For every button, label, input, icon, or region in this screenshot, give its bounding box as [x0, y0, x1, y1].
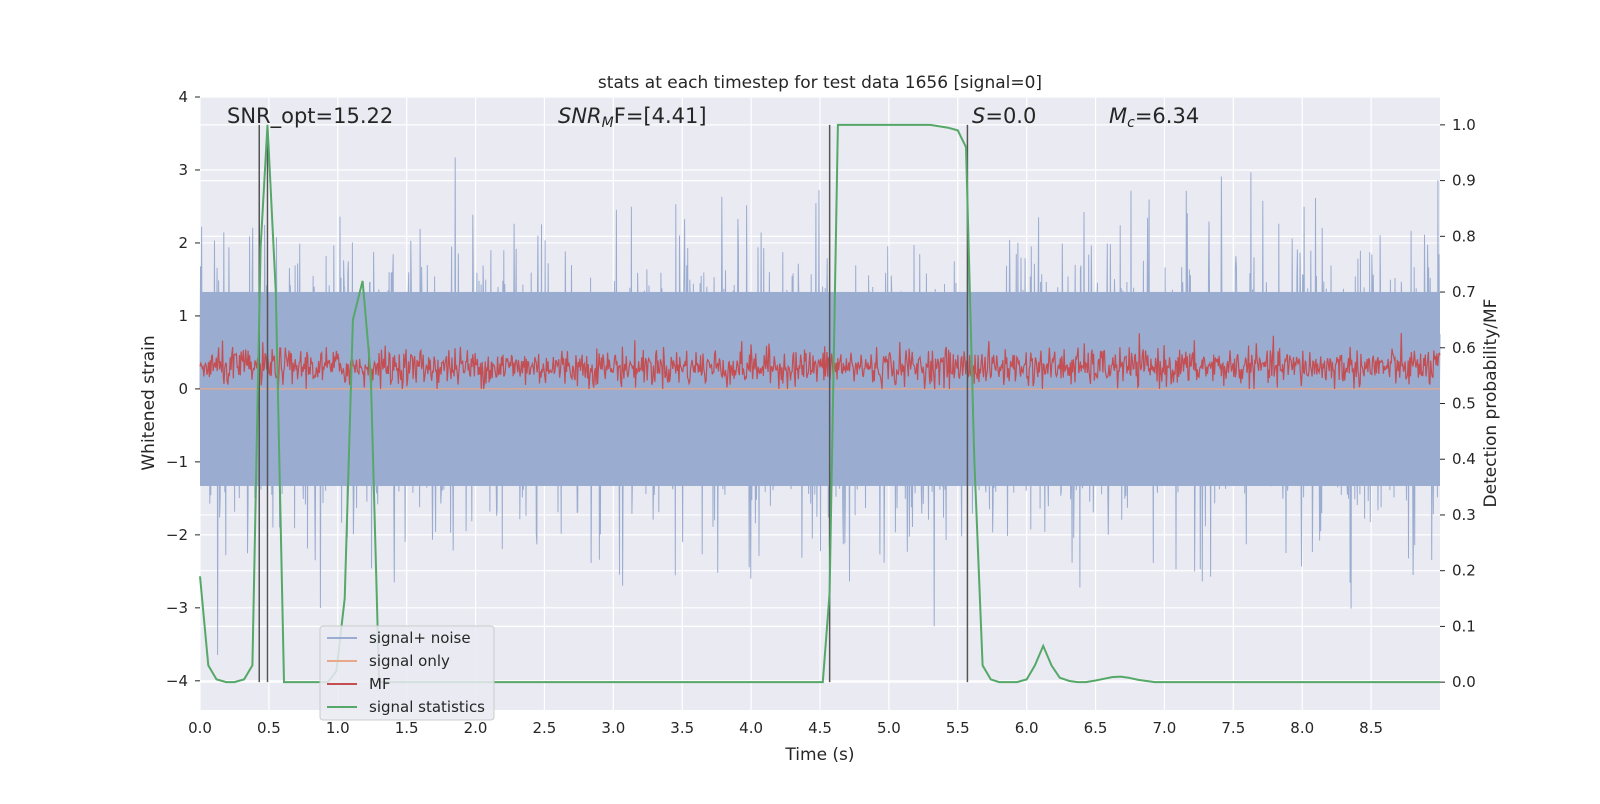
y2-tick-label: 0.1 [1452, 617, 1476, 635]
y2-tick-label: 0.7 [1452, 283, 1476, 301]
annotation-snr-mf-rest: F=[4.41] [614, 104, 707, 128]
annotation-snr-mf-sub: M [602, 115, 614, 131]
mf-trace [199, 332, 1441, 389]
legend-box [319, 625, 495, 721]
series-mf [199, 332, 1441, 389]
annotation-mc-rest: =6.34 [1135, 104, 1199, 128]
x-tick-label: 1.0 [326, 719, 350, 737]
x-tick-label: 5.5 [946, 719, 970, 737]
annotation-mc: Mc=6.34 [1109, 104, 1199, 131]
x-tick-label: 7.0 [1153, 719, 1177, 737]
y2-tick-label: 0.9 [1452, 172, 1476, 190]
x-tick-label: 4.0 [739, 719, 763, 737]
y-axis-ticks: 4 3 2 1 0 −1 −2 −3 −4 [166, 88, 200, 690]
y-tick-label: −2 [166, 526, 188, 544]
y2-tick-label: 0.5 [1452, 395, 1476, 413]
y2-tick-label: 1.0 [1452, 116, 1476, 134]
annotation-snr-opt: SNR_opt=15.22 [227, 104, 393, 129]
y-tick-label: −4 [166, 672, 188, 690]
y-tick-label: −1 [166, 453, 188, 471]
annotation-snr-mf-base: SNR [558, 104, 602, 128]
y2-tick-label: 0.0 [1452, 673, 1476, 691]
x-tick-label: 6.5 [1084, 719, 1108, 737]
x-tick-label: 8.5 [1359, 719, 1383, 737]
x-axis-label: Time (s) [784, 745, 854, 765]
series-signal-statistics [199, 123, 1440, 684]
y2-tick-label: 0.8 [1452, 227, 1476, 245]
legend: signal+ noise signal only MF signal stat… [319, 625, 495, 721]
x-tick-label: 6.0 [1015, 719, 1039, 737]
y-tick-label: −3 [166, 599, 188, 617]
y-tick-label: 1 [178, 307, 188, 325]
y-tick-label: 4 [178, 88, 188, 106]
y2-tick-label: 0.2 [1452, 562, 1476, 580]
y-tick-label: 0 [178, 380, 188, 398]
annotation-s-rest: =0.0 [985, 104, 1036, 128]
y-tick-label: 2 [178, 234, 188, 252]
y-axis-label: Whitened strain [139, 335, 159, 470]
x-axis-ticks: 0.0 0.5 1.0 1.5 2.0 2.5 3.0 3.5 4.0 4.5 5.0 5.5 6.0 6… [188, 719, 1383, 737]
annotation-s-var: S [972, 104, 985, 128]
y2-axis-ticks: 1.0 0.9 0.8 0.7 0.6 0.5 0.4 0.3 0.2 0.1 0.0 [1440, 116, 1476, 691]
x-tick-label: 4.5 [808, 719, 832, 737]
annotation-snr-mf: SNRMF=[4.41] [558, 104, 707, 131]
signal-statistics-trace [199, 123, 1440, 684]
x-tick-label: 3.5 [670, 719, 694, 737]
legend-label-signal-only: signal only [369, 652, 450, 670]
legend-label-mf: MF [369, 675, 391, 693]
legend-label-signal-noise: signal+ noise [369, 629, 471, 647]
x-tick-label: 0.0 [188, 719, 212, 737]
x-tick-label: 5.0 [877, 719, 901, 737]
y2-tick-label: 0.4 [1452, 450, 1476, 468]
x-tick-label: 8.0 [1290, 719, 1314, 737]
x-tick-label: 0.5 [257, 719, 281, 737]
y2-axis-label: Detection probability/MF [1481, 299, 1501, 508]
x-tick-label: 7.5 [1221, 719, 1245, 737]
annotation-mc-sub: c [1127, 115, 1135, 131]
x-tick-label: 2.0 [464, 719, 488, 737]
y-tick-label: 3 [178, 161, 188, 179]
legend-label-signal-statistics: signal statistics [369, 698, 485, 716]
x-tick-label: 1.5 [395, 719, 419, 737]
y2-tick-label: 0.6 [1452, 339, 1476, 357]
x-tick-label: 3.0 [601, 719, 625, 737]
annotation-s: S=0.0 [972, 104, 1036, 128]
annotation-mc-var: M [1109, 104, 1127, 128]
y2-tick-label: 0.3 [1452, 506, 1476, 524]
chart-title: stats at each timestep for test data 165… [598, 73, 1042, 93]
x-tick-label: 2.5 [533, 719, 557, 737]
